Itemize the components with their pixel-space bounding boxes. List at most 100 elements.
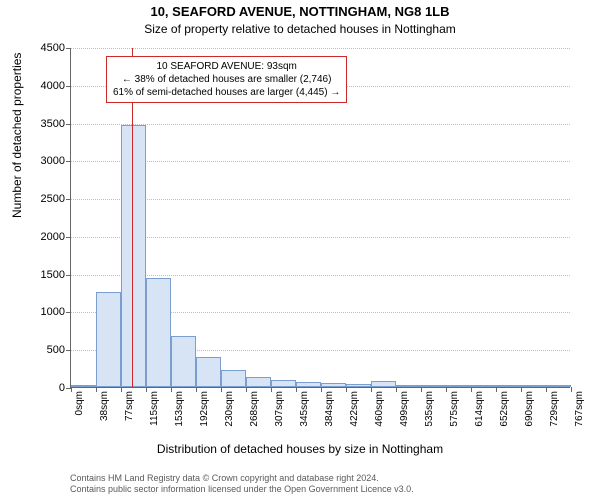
x-tick-label: 230sqm [224,391,235,427]
x-tick-mark [246,387,247,392]
x-tick-label: 535sqm [424,391,435,427]
x-tick-mark [346,387,347,392]
histogram-bar [171,336,196,387]
y-tick-label: 2500 [41,193,65,205]
y-tick-mark [66,350,71,351]
x-tick-mark [421,387,422,392]
grid-line [71,124,570,125]
x-tick-label: 77sqm [124,391,135,421]
histogram-bar [271,380,296,387]
y-tick-label: 0 [59,382,65,394]
x-tick-mark [96,387,97,392]
x-tick-label: 153sqm [174,391,185,427]
histogram-bar [471,385,496,387]
y-tick-label: 4000 [41,80,65,92]
y-axis-label: Number of detached properties [10,53,24,218]
histogram-bar [296,382,321,387]
x-tick-mark [571,387,572,392]
x-tick-label: 499sqm [399,391,410,427]
x-tick-label: 345sqm [299,391,310,427]
x-tick-mark [546,387,547,392]
histogram-bar [521,385,546,387]
histogram-bar [71,385,96,387]
x-tick-label: 307sqm [274,391,285,427]
annotation-line3: 61% of semi-detached houses are larger (… [113,86,340,99]
histogram-bar [96,292,121,387]
y-tick-label: 1500 [41,269,65,281]
grid-line [71,199,570,200]
histogram-bar [346,384,371,387]
y-tick-label: 3000 [41,155,65,167]
x-tick-label: 422sqm [349,391,360,427]
x-tick-mark [371,387,372,392]
x-tick-label: 652sqm [499,391,510,427]
x-tick-label: 614sqm [474,391,485,427]
x-tick-label: 729sqm [549,391,560,427]
histogram-bar [546,385,571,387]
histogram-bar [396,385,421,387]
x-tick-label: 268sqm [249,391,260,427]
x-tick-label: 384sqm [324,391,335,427]
x-tick-mark [221,387,222,392]
x-axis-label: Distribution of detached houses by size … [0,442,600,456]
x-tick-mark [171,387,172,392]
chart-container: 10, SEAFORD AVENUE, NOTTINGHAM, NG8 1LB … [0,0,600,500]
y-tick-mark [66,199,71,200]
histogram-bar [446,385,471,387]
y-tick-mark [66,161,71,162]
annotation-line1: 10 SEAFORD AVENUE: 93sqm [113,60,340,73]
x-tick-label: 575sqm [449,391,460,427]
x-tick-mark [446,387,447,392]
grid-line [71,161,570,162]
histogram-bar [321,383,346,387]
footer-line1: Contains HM Land Registry data © Crown c… [70,473,414,485]
histogram-bar [146,278,171,387]
x-tick-mark [71,387,72,392]
x-tick-mark [296,387,297,392]
y-tick-mark [66,312,71,313]
x-tick-label: 460sqm [374,391,385,427]
annotation-box: 10 SEAFORD AVENUE: 93sqm ← 38% of detach… [106,56,347,103]
chart-title: 10, SEAFORD AVENUE, NOTTINGHAM, NG8 1LB [0,4,600,19]
x-tick-mark [471,387,472,392]
x-tick-mark [396,387,397,392]
x-tick-label: 0sqm [74,391,85,415]
y-tick-mark [66,237,71,238]
chart-subtitle: Size of property relative to detached ho… [0,22,600,36]
x-tick-mark [521,387,522,392]
y-tick-mark [66,124,71,125]
y-tick-mark [66,86,71,87]
x-tick-mark [321,387,322,392]
x-tick-mark [196,387,197,392]
annotation-line2: ← 38% of detached houses are smaller (2,… [113,73,340,86]
y-tick-mark [66,48,71,49]
x-tick-label: 192sqm [199,391,210,427]
histogram-bar [221,370,246,387]
x-tick-mark [121,387,122,392]
y-tick-mark [66,275,71,276]
histogram-bar [371,381,396,387]
x-tick-label: 115sqm [149,391,160,426]
histogram-bar [246,377,271,387]
y-tick-label: 2000 [41,231,65,243]
histogram-bar [421,385,446,387]
footer-attribution: Contains HM Land Registry data © Crown c… [70,473,414,496]
y-tick-label: 500 [47,344,65,356]
histogram-bar [496,385,521,387]
y-tick-label: 3500 [41,118,65,130]
histogram-bar [121,125,146,387]
y-tick-label: 1000 [41,306,65,318]
grid-line [71,237,570,238]
x-tick-label: 690sqm [524,391,535,427]
x-tick-mark [496,387,497,392]
x-tick-label: 38sqm [99,391,110,421]
histogram-bar [196,357,221,387]
plot-area: 0500100015002000250030003500400045000sqm… [70,48,570,388]
x-tick-label: 767sqm [574,391,585,427]
grid-line [71,48,570,49]
x-tick-mark [146,387,147,392]
x-tick-mark [271,387,272,392]
y-tick-label: 4500 [41,42,65,54]
footer-line2: Contains public sector information licen… [70,484,414,496]
grid-line [71,275,570,276]
